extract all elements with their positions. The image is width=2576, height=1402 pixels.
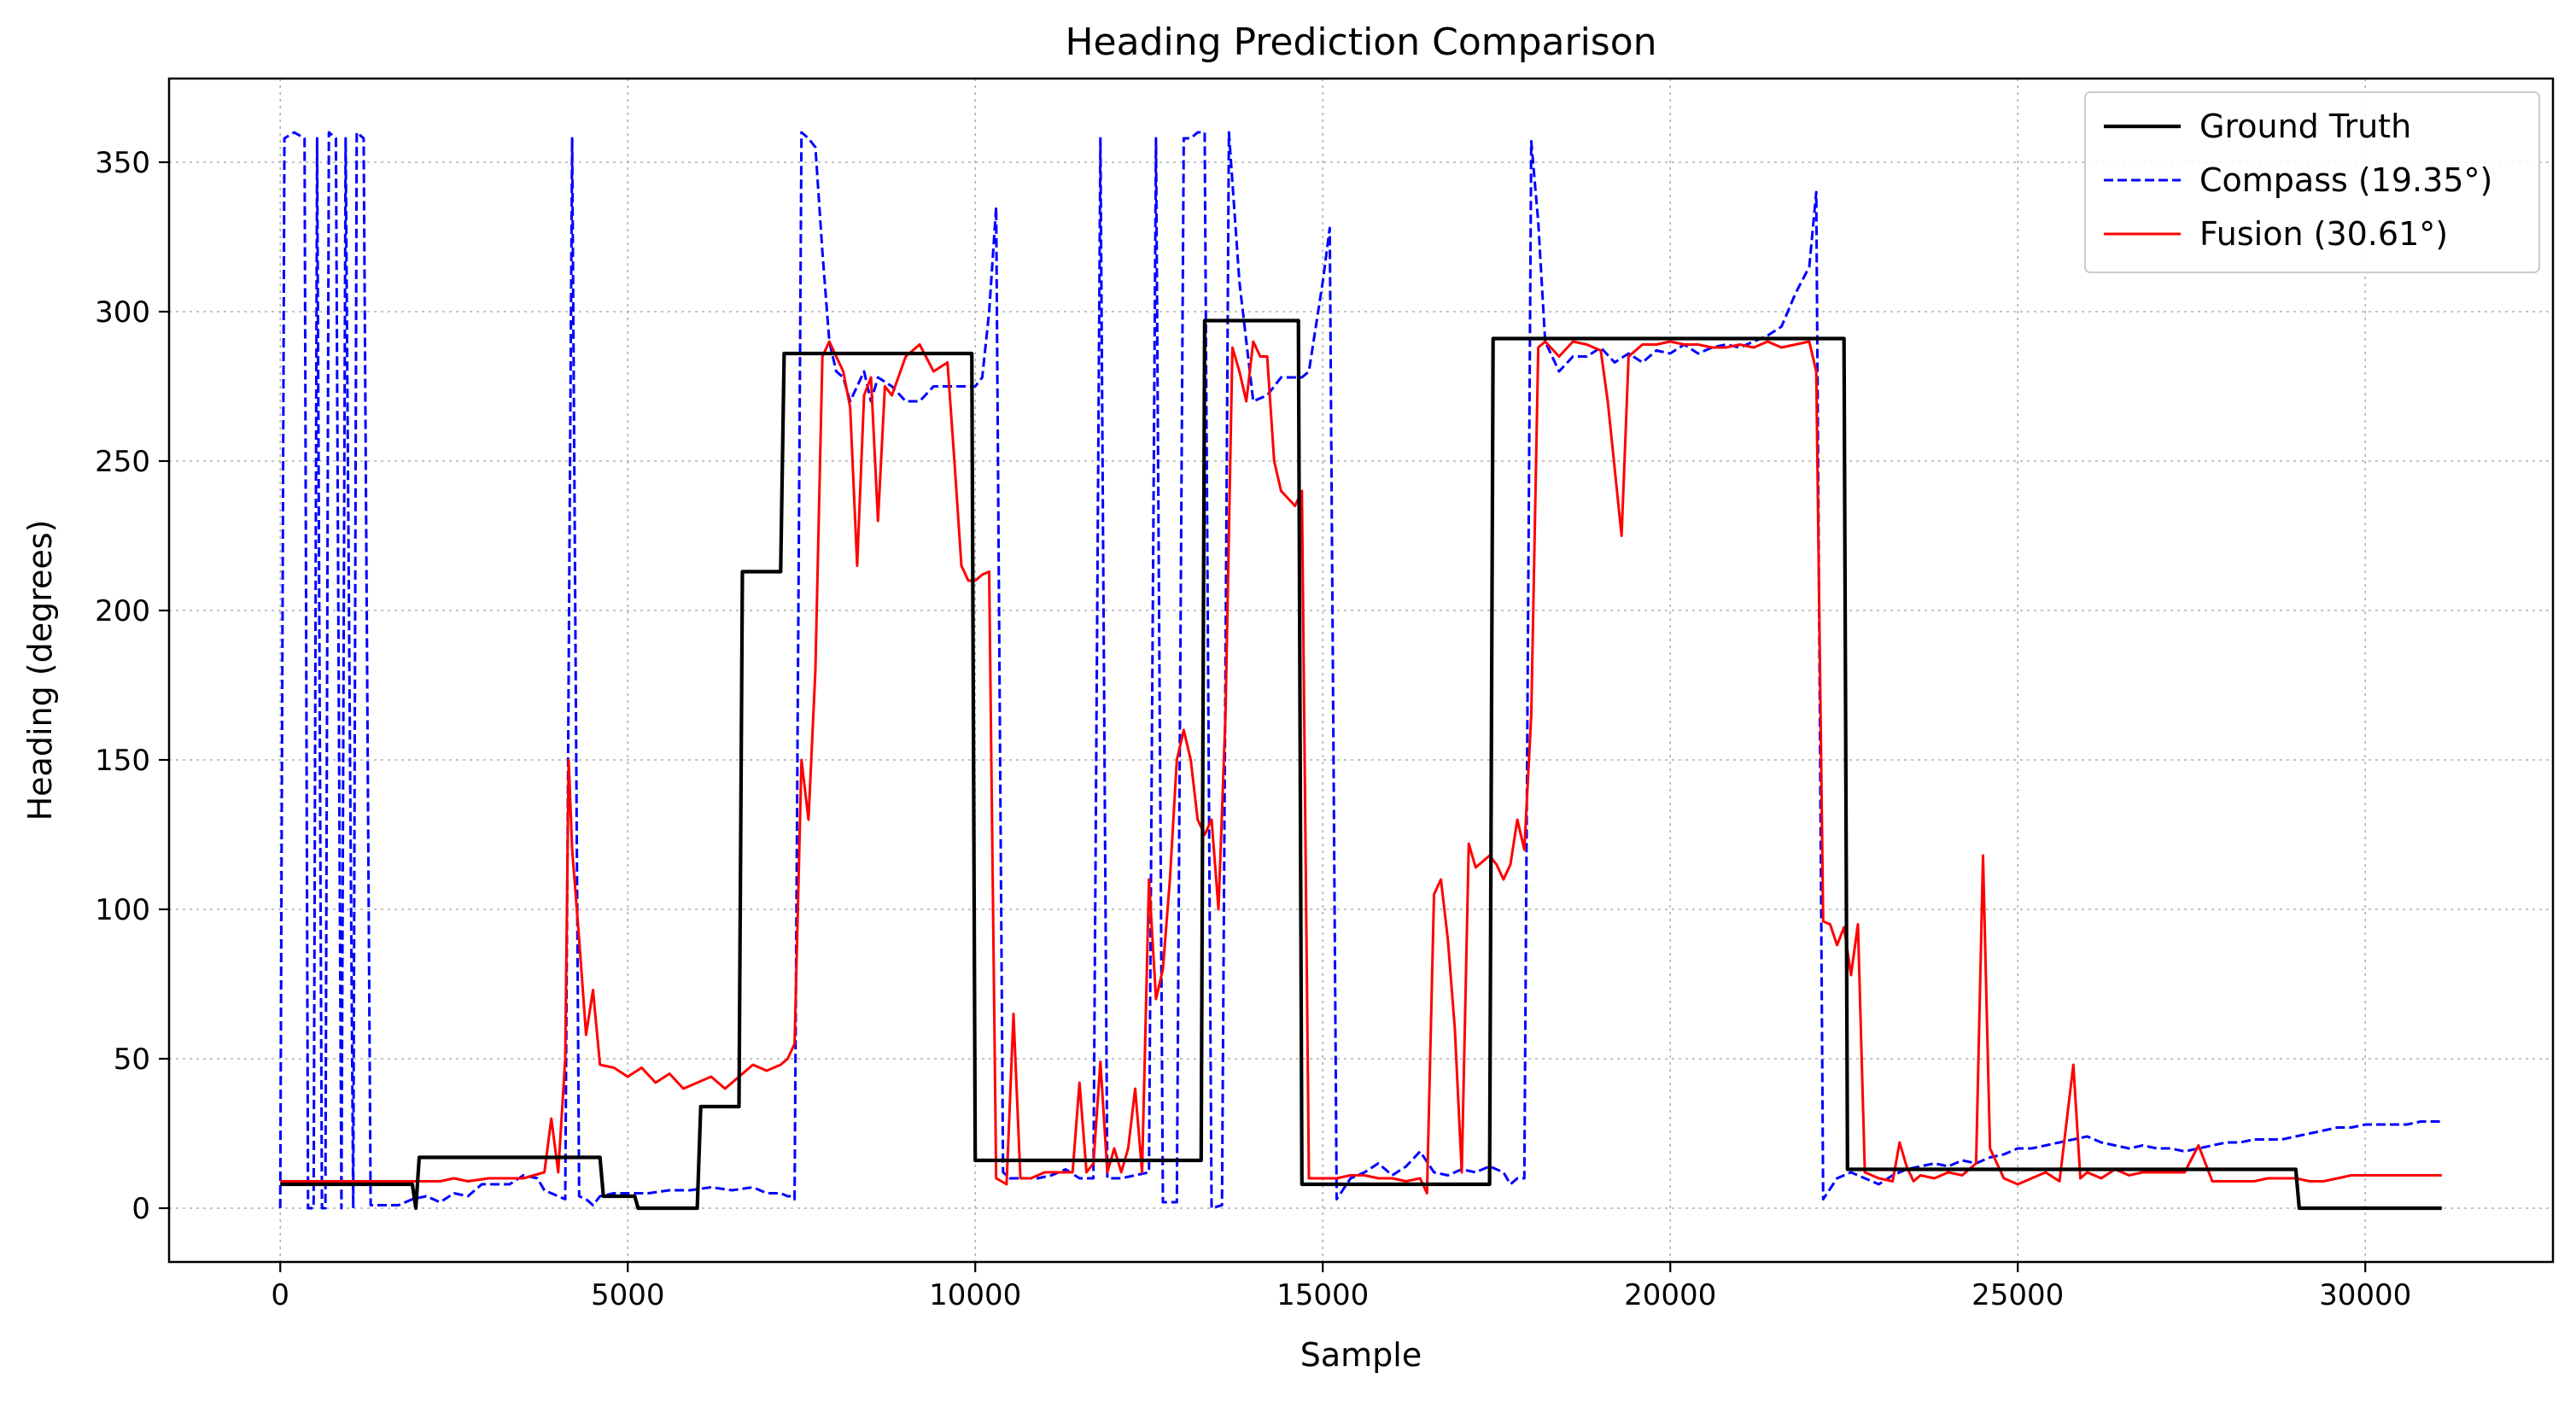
series-line-compass: [278, 131, 2442, 1210]
x-tick-label: 10000: [929, 1278, 1021, 1312]
y-tick-label: 50: [114, 1043, 150, 1077]
y-tick-label: 150: [95, 744, 150, 778]
y-tick-label: 300: [95, 295, 150, 330]
x-tick-label: 30000: [2319, 1278, 2411, 1312]
x-tick-label: 15000: [1276, 1278, 1369, 1312]
series-line-fusion: [280, 340, 2442, 1195]
chart-title: Heading Prediction Comparison: [1065, 20, 1656, 64]
legend-label: Compass (19.35°): [2199, 161, 2492, 199]
x-axis-label: Sample: [1300, 1336, 1422, 1374]
y-tick-label: 0: [131, 1192, 150, 1226]
x-tick-label: 20000: [1624, 1278, 1716, 1312]
y-tick-label: 350: [95, 146, 150, 180]
legend-box: [2084, 91, 2540, 273]
y-tick-label: 100: [95, 893, 150, 927]
x-tick-label: 0: [271, 1278, 289, 1312]
legend: Ground Truth Compass (19.35°) Fusion (30.6…: [2084, 91, 2540, 273]
series-line-ground-truth: [280, 318, 2442, 1211]
ticks: 0 5000 10000 15000 20000 25000 30000 0 50 100 150 2…: [95, 146, 2411, 1312]
x-tick-label: 5000: [591, 1278, 665, 1312]
y-tick-label: 200: [95, 594, 150, 628]
legend-label: Fusion (30.61°): [2199, 215, 2448, 253]
y-axis-label: Heading (degrees): [21, 520, 59, 821]
legend-label: Ground Truth: [2199, 108, 2411, 145]
x-tick-label: 25000: [1971, 1278, 2064, 1312]
y-tick-label: 250: [95, 445, 150, 479]
plot-frame: [167, 77, 2555, 1264]
series-layer: [278, 131, 2442, 1211]
